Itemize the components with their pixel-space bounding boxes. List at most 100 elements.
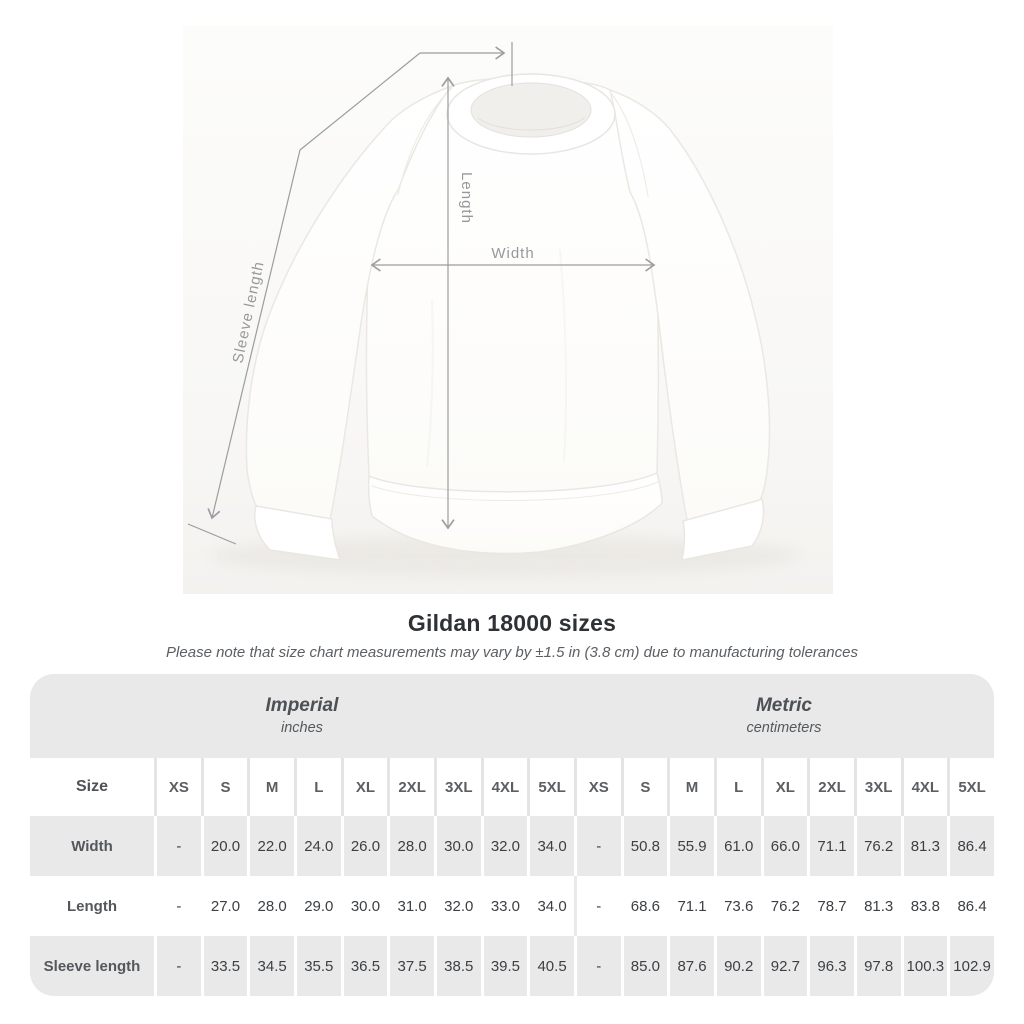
- row-label: Sleeve length: [30, 936, 154, 996]
- metric-size-header: XL: [760, 758, 808, 816]
- metric-value-cell: 81.3: [853, 876, 901, 936]
- metric-size-header: S: [620, 758, 668, 816]
- metric-size-header: 2XL: [807, 758, 854, 816]
- imperial-value-cell: 31.0: [387, 876, 434, 936]
- body-fold: [559, 249, 568, 461]
- metric-value-cell: 86.4: [947, 876, 994, 936]
- imperial-size-header: 5XL: [527, 758, 574, 816]
- metric-value-cell: 96.3: [807, 936, 854, 996]
- sweatshirt-left-cuff: [254, 505, 341, 561]
- product-measurement-diagram: Length Width Sleeve length: [183, 26, 833, 594]
- page-title: Gildan 18000 sizes: [407, 610, 617, 636]
- sweatshirt-right-cuff: [681, 498, 765, 561]
- imperial-value-cell: 33.5: [200, 936, 248, 996]
- body-fold: [426, 299, 434, 466]
- imperial-value-cell: 32.0: [480, 816, 528, 876]
- metric-size-header: 3XL: [853, 758, 901, 816]
- imperial-value-cell: 22.0: [247, 816, 294, 876]
- imperial-value-cell: 27.0: [200, 876, 248, 936]
- imperial-value-cell: 35.5: [293, 936, 341, 996]
- imperial-size-header: L: [293, 758, 341, 816]
- metric-value-cell: 76.2: [760, 876, 808, 936]
- imperial-unit-label: inches: [280, 720, 323, 736]
- metric-value-cell: 92.7: [760, 936, 808, 996]
- imperial-value-cell: 36.5: [340, 936, 388, 996]
- metric-value-cell: 71.1: [667, 876, 714, 936]
- tolerance-note: Please note that size chart measurements…: [166, 644, 858, 661]
- size-header-row: Size XS S M L XL 2XL 3XL 4XL 5XL XS S M L XL 2XL 3XL 4XL 5…: [30, 758, 994, 816]
- metric-value-cell: 87.6: [667, 936, 714, 996]
- metric-value-cell: 90.2: [713, 936, 761, 996]
- unit-group-row: Imperial inches Metric centimeters: [30, 674, 994, 758]
- metric-value-cell: 83.8: [900, 876, 948, 936]
- imperial-value-cell: 33.0: [480, 876, 528, 936]
- metric-value-cell: 55.9: [667, 816, 714, 876]
- imperial-value-cell: 40.5: [527, 936, 574, 996]
- metric-value-cell: 78.7: [807, 876, 854, 936]
- metric-size-header: 5XL: [947, 758, 994, 816]
- waistband-seam: [371, 481, 659, 501]
- metric-value-cell: 76.2: [853, 816, 901, 876]
- imperial-size-header: 2XL: [387, 758, 434, 816]
- metric-value-cell: 86.4: [947, 816, 994, 876]
- imperial-size-header: S: [200, 758, 248, 816]
- cuff-tick-line: [187, 523, 237, 545]
- metric-value-cell: 66.0: [760, 816, 808, 876]
- metric-value-cell: 85.0: [620, 936, 668, 996]
- metric-unit-label: centimeters: [746, 720, 822, 736]
- length-measure-label: Length: [458, 172, 475, 224]
- imperial-value-cell: 34.5: [247, 936, 294, 996]
- metric-value-cell: 50.8: [620, 816, 668, 876]
- size-table-container: Imperial inches Metric centimeters Size X…: [30, 674, 994, 996]
- size-table: Imperial inches Metric centimeters Size X…: [30, 674, 994, 996]
- sweatshirt-neck-opening: [470, 82, 592, 138]
- metric-label: Metric: [755, 695, 812, 716]
- metric-value-cell: -: [573, 936, 621, 996]
- measurement-row: Length -27.0 28.0 29.0 30.0 31.0 32.0 33.0 34.0-…: [30, 876, 994, 936]
- collar-shadow: [477, 117, 585, 131]
- imperial-label: Imperial: [265, 695, 339, 716]
- imperial-value-cell: 28.0: [387, 816, 434, 876]
- metric-value-cell: 61.0: [713, 816, 761, 876]
- size-column-header: Size: [30, 758, 154, 816]
- metric-value-cell: 81.3: [900, 816, 948, 876]
- imperial-size-header: 3XL: [433, 758, 481, 816]
- imperial-value-cell: 37.5: [387, 936, 434, 996]
- metric-value-cell: 68.6: [620, 876, 668, 936]
- metric-value-cell: 71.1: [807, 816, 854, 876]
- imperial-value-cell: 32.0: [433, 876, 481, 936]
- metric-value-cell: 100.3: [900, 936, 948, 996]
- imperial-group-header: Imperial inches: [30, 674, 574, 758]
- imperial-size-header: M: [247, 758, 294, 816]
- width-measure-label: Width: [491, 245, 534, 262]
- measurement-row: Sleeve length -33.5 34.5 35.5 36.5 37.5 38.5 39…: [30, 936, 994, 996]
- imperial-value-cell: -: [154, 876, 201, 936]
- imperial-value-cell: 38.5: [433, 936, 481, 996]
- sweatshirt-diagram-svg: Length Width Sleeve length: [183, 26, 833, 594]
- imperial-value-cell: 39.5: [480, 936, 528, 996]
- metric-value-cell: -: [573, 876, 621, 936]
- imperial-value-cell: 34.0: [527, 876, 574, 936]
- metric-size-header: L: [713, 758, 761, 816]
- sweatshirt-right-sleeve: [609, 89, 771, 526]
- right-shoulder-seam: [609, 91, 649, 197]
- metric-size-header: M: [667, 758, 714, 816]
- imperial-value-cell: 24.0: [293, 816, 341, 876]
- sweatshirt-illustration: [210, 73, 800, 576]
- garment-shadow: [210, 536, 800, 576]
- metric-size-header: 4XL: [900, 758, 948, 816]
- metric-value-cell: 102.9: [947, 936, 994, 996]
- imperial-value-cell: 30.0: [433, 816, 481, 876]
- imperial-value-cell: -: [154, 936, 201, 996]
- metric-group-header: Metric centimeters: [573, 674, 994, 758]
- imperial-size-header: 4XL: [480, 758, 528, 816]
- metric-value-cell: 97.8: [853, 936, 901, 996]
- row-label: Width: [30, 816, 154, 876]
- imperial-value-cell: 26.0: [340, 816, 388, 876]
- imperial-value-cell: 20.0: [200, 816, 248, 876]
- imperial-value-cell: 30.0: [340, 876, 388, 936]
- metric-value-cell: 73.6: [713, 876, 761, 936]
- imperial-size-header: XL: [340, 758, 388, 816]
- imperial-value-cell: 28.0: [247, 876, 294, 936]
